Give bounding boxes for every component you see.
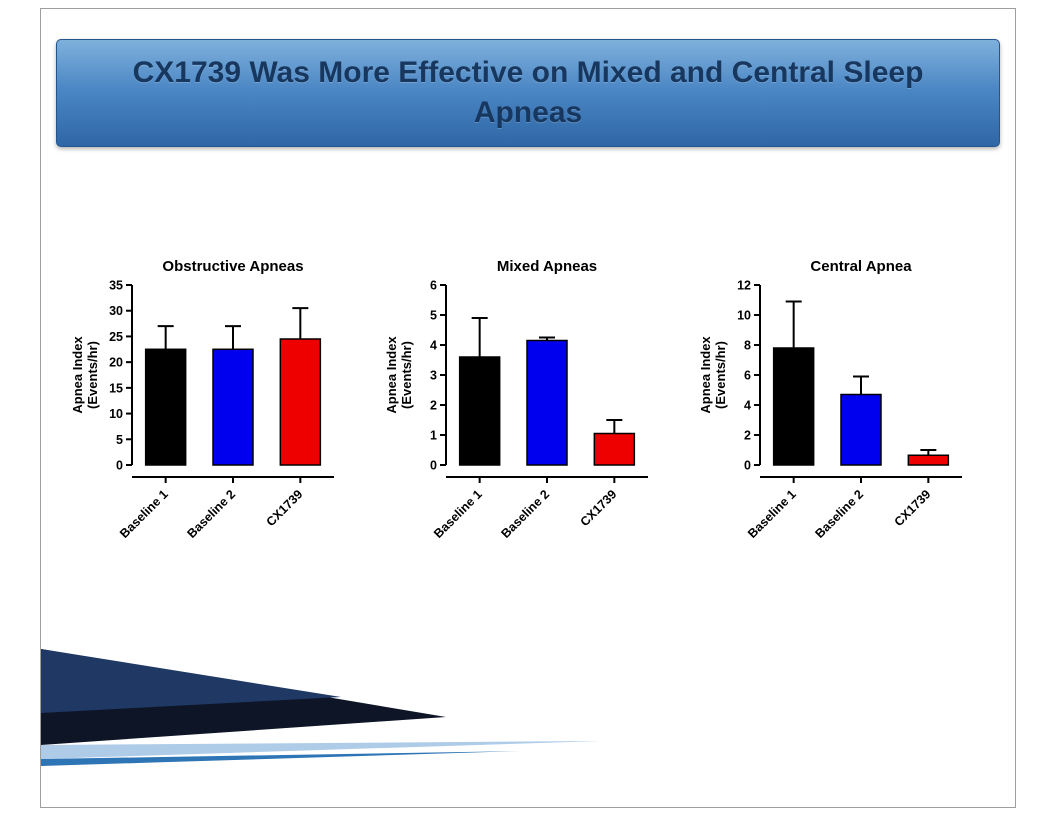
x-tick-label: CX1739 (892, 487, 934, 529)
chart-title: Obstructive Apneas (162, 258, 303, 275)
swoosh-layer-navy (41, 649, 341, 713)
y-axis-label-line1: Apnea Index (698, 336, 713, 414)
y-tick-label: 10 (737, 309, 751, 323)
swoosh-layer-blue (41, 751, 521, 766)
y-tick-label: 15 (109, 381, 123, 395)
bar-baseline-2 (212, 348, 254, 466)
chart-mixed-apneas: Mixed Apneas Apnea Index (Events/hr) 0 1 2 3 4 5… (384, 258, 648, 541)
y-axis-label-line2: (Events/hr) (399, 341, 414, 409)
y-axis-label-line2: (Events/hr) (713, 341, 728, 409)
slide: CX1739 Was More Effective on Mixed and C… (40, 8, 1016, 808)
bar-cx1739 (907, 454, 950, 466)
y-tick-label: 0 (116, 459, 123, 473)
chart-central-apnea: Central Apnea Apnea Index (Events/hr) 0 2 4 6 8… (698, 258, 962, 541)
y-tick-label: 3 (430, 369, 437, 383)
x-tick-label: Baseline 1 (431, 487, 485, 541)
y-tick-label: 20 (109, 356, 123, 370)
y-tick-label: 2 (744, 429, 751, 443)
y-tick-label: 0 (430, 459, 437, 473)
y-tick-label: 0 (744, 459, 751, 473)
y-axis-label-line1: Apnea Index (70, 336, 85, 414)
y-axis-label-line1: Apnea Index (384, 336, 399, 414)
bar-baseline-2 (840, 393, 882, 466)
y-tick-label: 4 (430, 339, 437, 353)
bar-baseline-1 (772, 347, 815, 466)
chart-panel-mixed-apneas: Mixed Apneas Apnea Index (Events/hr) 0 1 2 3 4 5… (382, 255, 674, 560)
y-tick-label: 30 (109, 304, 123, 318)
y-tick-label: 8 (744, 339, 751, 353)
y-tick-label: 2 (430, 399, 437, 413)
bar-cx1739 (279, 338, 322, 466)
swoosh-layer-lightblue (41, 741, 601, 759)
decorative-swoosh (41, 649, 601, 766)
x-tick-label: Baseline 1 (117, 487, 171, 541)
y-tick-label: 5 (430, 309, 437, 323)
chart-title: Central Apnea (810, 258, 912, 275)
bar-baseline-2 (526, 339, 568, 466)
bar-cx1739 (593, 432, 636, 466)
charts-row: Obstructive Apneas Apnea Index (Events/hr)… (41, 255, 1015, 560)
y-axis-label-line2: (Events/hr) (85, 341, 100, 409)
chart-panel-obstructive-apneas: Obstructive Apneas Apnea Index (Events/hr)… (68, 255, 360, 560)
bar-baseline-1 (144, 348, 187, 466)
y-tick-label: 12 (737, 279, 751, 293)
chart-title: Mixed Apneas (497, 258, 597, 275)
x-tick-label: CX1739 (578, 487, 620, 529)
y-tick-label: 35 (109, 279, 123, 293)
slide-title: CX1739 Was More Effective on Mixed and C… (132, 56, 924, 129)
y-tick-label: 25 (109, 330, 123, 344)
x-tick-label: Baseline 1 (745, 487, 799, 541)
slide-title-banner: CX1739 Was More Effective on Mixed and C… (56, 39, 1000, 147)
x-tick-label: CX1739 (264, 487, 306, 529)
x-tick-label: Baseline 2 (498, 487, 552, 541)
y-tick-label: 4 (744, 399, 751, 413)
y-tick-label: 6 (744, 369, 751, 383)
y-tick-label: 10 (109, 407, 123, 421)
y-tick-label: 5 (116, 433, 123, 447)
chart-panel-central-apnea: Central Apnea Apnea Index (Events/hr) 0 2 4 6 8… (696, 255, 988, 560)
x-tick-label: Baseline 2 (184, 487, 238, 541)
y-tick-label: 1 (430, 429, 437, 443)
chart-obstructive-apneas: Obstructive Apneas Apnea Index (Events/hr)… (70, 258, 334, 541)
y-tick-label: 6 (430, 279, 437, 293)
x-tick-label: Baseline 2 (812, 487, 866, 541)
bar-baseline-1 (458, 356, 501, 466)
